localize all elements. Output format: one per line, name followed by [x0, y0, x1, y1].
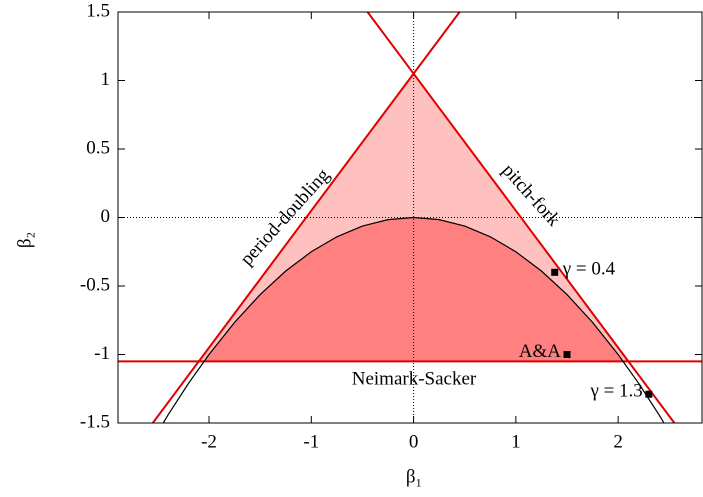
shaded-region: [203, 217, 624, 362]
x-tick-label: 2: [613, 431, 623, 452]
curve: [151, 12, 461, 423]
y-tick-label: 1: [101, 69, 111, 90]
x-tick-label: -1: [303, 431, 319, 452]
point: [563, 351, 571, 358]
y-tick-label: -0.5: [80, 274, 110, 295]
x-axis-label: β₁: [406, 466, 422, 487]
y-tick-label: 0: [101, 206, 111, 227]
y-axis-label: β₂: [14, 232, 35, 248]
curve-label: Neimark-Sacker: [352, 368, 477, 389]
point-label: γ = 1.3: [589, 381, 642, 402]
point: [551, 268, 559, 276]
plot-area: [118, 12, 702, 423]
y-tick-label: -1.5: [80, 411, 110, 432]
point: [645, 390, 653, 398]
y-tick-label: -1: [94, 343, 110, 364]
x-tick-label: 0: [409, 431, 419, 452]
x-tick-label: -2: [201, 431, 217, 452]
curve: [162, 216, 665, 423]
point-label: γ = 0.4: [562, 259, 616, 280]
curve: [366, 12, 676, 423]
x-tick-label: 1: [511, 431, 521, 452]
point-label: A&A: [519, 341, 562, 362]
y-tick-label: 0.5: [86, 137, 110, 158]
y-tick-label: 1.5: [86, 0, 110, 21]
